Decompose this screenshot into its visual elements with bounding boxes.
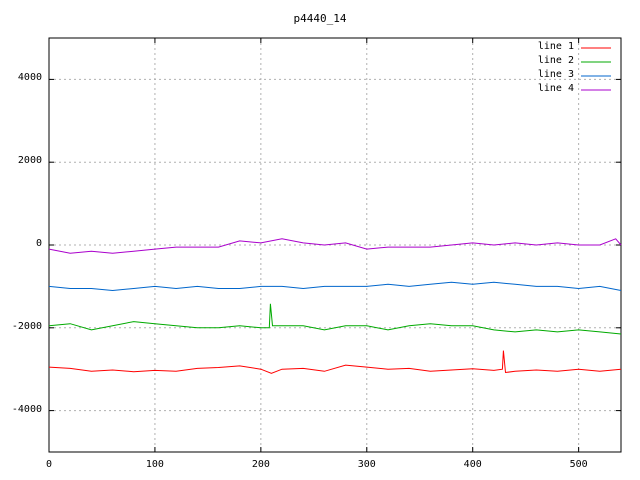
series-line-1 — [48, 350, 622, 374]
grid-lines — [49, 38, 621, 452]
y-tick-label: 2000 — [17, 155, 42, 167]
series-line-3 — [48, 281, 622, 292]
legend-swatches — [581, 47, 611, 91]
legend-label-2: line 2 — [537, 55, 574, 66]
x-tick-label: 0 — [45, 459, 53, 470]
legend-label-1: line 1 — [537, 41, 574, 52]
series-line-4 — [48, 238, 622, 254]
series-lines — [48, 238, 622, 374]
axis-ticks — [48, 38, 621, 452]
x-tick-label: 200 — [251, 459, 270, 470]
y-tick-label: -2000 — [11, 320, 42, 332]
legend-label-4: line 4 — [537, 83, 574, 94]
x-tick-label: 500 — [569, 459, 588, 470]
x-tick-label: 100 — [145, 459, 164, 470]
y-tick-label: -4000 — [11, 403, 42, 415]
chart-title: p4440_14 — [293, 12, 347, 25]
y-tick-label: 4000 — [17, 72, 42, 84]
y-tick-label: 0 — [35, 238, 42, 249]
x-tick-label: 400 — [463, 459, 482, 470]
x-tick-label: 300 — [357, 459, 376, 470]
legend-label-3: line 3 — [537, 69, 574, 80]
series-line-2 — [48, 303, 622, 335]
